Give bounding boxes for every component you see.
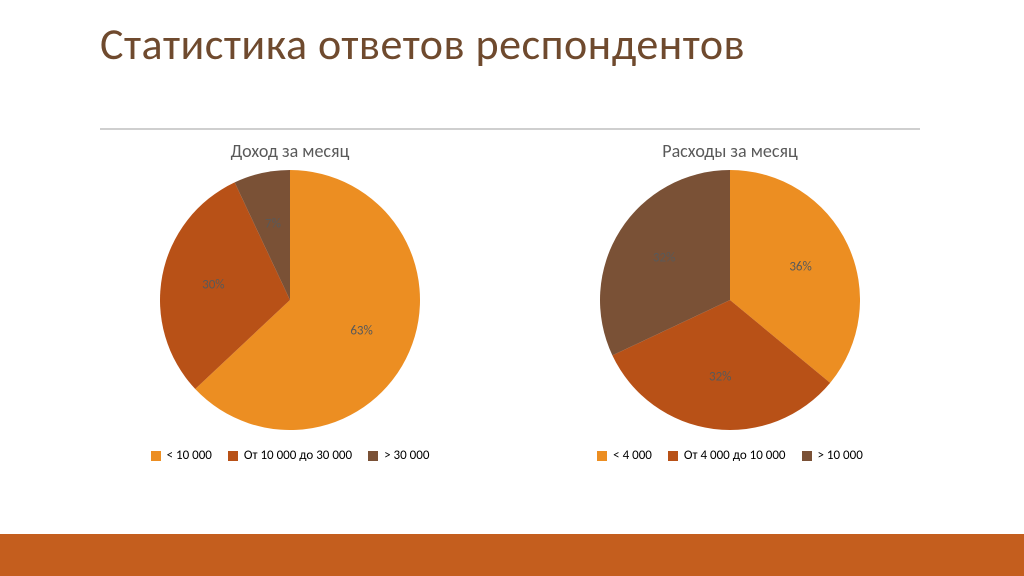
legend-label: От 4 000 до 10 000 — [684, 448, 786, 463]
legend-swatch — [368, 451, 378, 461]
pie-svg — [160, 170, 420, 430]
page-title: Статистика ответов респондентов — [100, 20, 745, 68]
legend-item: < 4 000 — [597, 448, 652, 463]
legend-swatch — [228, 451, 238, 461]
pie-svg — [600, 170, 860, 430]
legend-swatch — [151, 451, 161, 461]
footer-accent-bar — [0, 534, 1024, 576]
income-chart-title: Доход за месяц — [231, 140, 350, 162]
legend-swatch — [597, 451, 607, 461]
legend-label: От 10 000 до 30 000 — [244, 448, 352, 463]
expense-chart: Расходы за месяц 36%32%32% < 4 000 От 4 0… — [530, 140, 930, 520]
slide: Статистика ответов респондентов Доход за… — [0, 0, 1024, 576]
legend-label: < 4 000 — [613, 448, 652, 463]
legend-label: > 10 000 — [818, 448, 863, 463]
title-underline — [100, 128, 920, 130]
legend-swatch — [802, 451, 812, 461]
legend-item: От 4 000 до 10 000 — [668, 448, 786, 463]
legend-label: > 30 000 — [384, 448, 429, 463]
legend-item: От 10 000 до 30 000 — [228, 448, 352, 463]
legend-item: > 30 000 — [368, 448, 429, 463]
legend-item: < 10 000 — [151, 448, 212, 463]
charts-row: Доход за месяц 63%30%7% < 10 000 От 10 00… — [90, 140, 930, 520]
expense-pie: 36%32%32% — [600, 170, 860, 430]
income-chart: Доход за месяц 63%30%7% < 10 000 От 10 00… — [90, 140, 490, 520]
income-pie: 63%30%7% — [160, 170, 420, 430]
expense-chart-title: Расходы за месяц — [662, 140, 797, 162]
income-legend: < 10 000 От 10 000 до 30 000 > 30 000 — [120, 448, 460, 463]
legend-item: > 10 000 — [802, 448, 863, 463]
expense-legend: < 4 000 От 4 000 до 10 000 > 10 000 — [560, 448, 900, 463]
legend-swatch — [668, 451, 678, 461]
legend-label: < 10 000 — [167, 448, 212, 463]
